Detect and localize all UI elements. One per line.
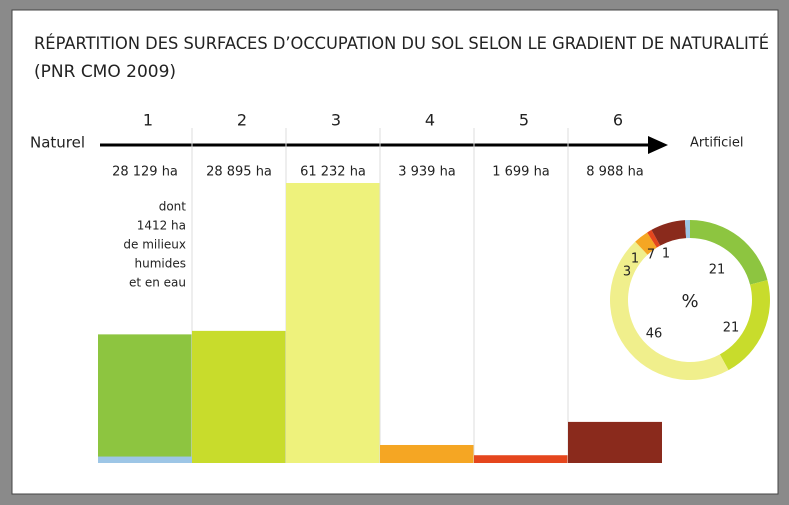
axis-end-label: Artificiel	[690, 136, 744, 151]
category-label: 2	[237, 111, 247, 130]
value-label: 3 939 ha	[398, 165, 456, 180]
bar	[98, 334, 192, 463]
axis-start-label: Naturel	[30, 134, 85, 152]
category-label: 6	[613, 111, 623, 130]
bar	[286, 183, 380, 463]
annotation: humides	[135, 257, 187, 271]
chart-title: RÉPARTITION DES SURFACES D’OCCUPATION DU…	[34, 32, 769, 54]
bar	[380, 444, 474, 463]
value-label: 61 232 ha	[300, 165, 366, 180]
bar	[568, 421, 662, 463]
arrow-head	[648, 136, 668, 154]
value-label: 28 895 ha	[206, 165, 272, 180]
donut-label: 7	[647, 248, 655, 263]
donut-segment	[690, 220, 768, 285]
donut-segment	[610, 241, 729, 380]
donut-unit: %	[681, 291, 698, 312]
donut-label: 46	[646, 327, 663, 342]
value-label: 1 699 ha	[492, 165, 550, 180]
bar	[192, 330, 286, 463]
donut-segment	[651, 220, 687, 246]
annotation: dont	[159, 200, 187, 214]
donut-segment	[635, 232, 657, 255]
donut-segment	[719, 280, 770, 371]
donut-label: 21	[723, 321, 740, 336]
category-label: 5	[519, 111, 529, 130]
value-label: 8 988 ha	[586, 165, 644, 180]
donut-label: 3	[623, 265, 631, 280]
chart-subtitle: (PNR CMO 2009)	[34, 62, 176, 82]
donut-segment	[684, 220, 690, 239]
annotation: et en eau	[129, 276, 186, 290]
donut-label: 21	[709, 263, 726, 278]
category-label: 3	[331, 111, 341, 130]
wetland-strip	[98, 456, 192, 463]
category-label: 4	[425, 111, 435, 130]
value-label: 28 129 ha	[112, 165, 178, 180]
annotation: 1412 ha	[137, 219, 186, 233]
donut-label: 1	[631, 252, 639, 267]
category-label: 1	[143, 111, 153, 130]
donut-label: 1	[662, 247, 670, 262]
bar	[474, 455, 568, 463]
donut-segment	[647, 229, 661, 248]
annotation: de milieux	[123, 238, 186, 252]
